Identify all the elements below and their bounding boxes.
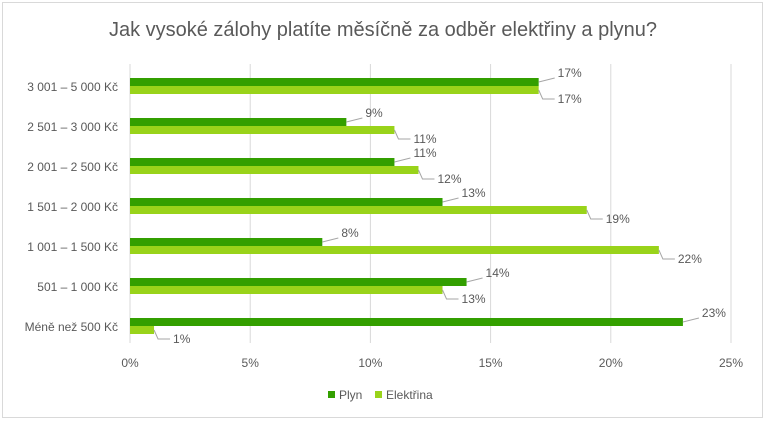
data-label: 13%: [462, 186, 486, 200]
data-label: 9%: [365, 106, 383, 120]
y-tick-label: 1 501 – 2 000 Kč: [27, 200, 118, 214]
data-label: 11%: [413, 132, 436, 146]
leader-line: [538, 77, 555, 83]
bar-plyn: [130, 198, 443, 206]
leader-line: [418, 169, 435, 180]
data-label: 17%: [558, 92, 582, 106]
legend-swatch: [375, 391, 382, 398]
leader-line: [682, 317, 700, 323]
y-tick-label: 2 001 – 2 500 Kč: [27, 160, 118, 174]
bar-elektrina: [130, 166, 419, 174]
bar-plyn: [130, 118, 347, 126]
bar-plyn: [130, 158, 395, 166]
x-tick-label: 10%: [358, 356, 382, 370]
y-tick-label: 3 001 – 5 000 Kč: [27, 80, 118, 94]
bar-elektrina: [130, 86, 539, 94]
chart-title: Jak vysoké zálohy platíte měsíčně za odb…: [109, 19, 657, 41]
y-tick-label: 1 001 – 1 500 Kč: [27, 240, 118, 254]
chart-frame: [2, 2, 763, 418]
data-label: 1%: [173, 332, 191, 346]
data-label: 11%: [413, 146, 436, 160]
bar-plyn: [130, 278, 467, 286]
leader-line: [346, 117, 363, 123]
leader-line: [322, 237, 339, 243]
y-tick-label: Méně než 500 Kč: [25, 320, 118, 334]
bar-elektrina: [130, 246, 659, 254]
x-tick-label: 0%: [121, 356, 139, 370]
bar-elektrina: [130, 206, 587, 214]
data-label: 8%: [341, 226, 359, 240]
leader-line: [466, 277, 483, 283]
legend-label: Plyn: [339, 388, 362, 402]
bar-elektrina: [130, 326, 155, 334]
data-label: 22%: [678, 252, 702, 266]
leader-line: [153, 329, 171, 340]
data-label: 17%: [558, 66, 582, 80]
data-label: 13%: [462, 292, 486, 306]
leader-line: [658, 249, 675, 260]
x-tick-label: 15%: [479, 356, 503, 370]
leader-line: [442, 289, 459, 300]
bar-plyn: [130, 78, 539, 86]
leader-line: [538, 89, 555, 100]
data-label: 19%: [606, 212, 630, 226]
data-label: 23%: [702, 306, 726, 320]
x-tick-label: 5%: [242, 356, 260, 370]
x-tick-label: 25%: [719, 356, 743, 370]
y-tick-label: 2 501 – 3 000 Kč: [27, 120, 118, 134]
leader-line: [586, 209, 603, 220]
bar-elektrina: [130, 126, 395, 134]
leader-line: [442, 197, 459, 203]
leader-line: [393, 129, 411, 140]
bar-plyn: [130, 318, 683, 326]
legend-swatch: [328, 391, 335, 398]
leader-line: [394, 157, 411, 163]
data-label: 12%: [437, 172, 461, 186]
x-tick-label: 20%: [599, 356, 623, 370]
bar-elektrina: [130, 286, 443, 294]
data-label: 14%: [486, 266, 510, 280]
y-tick-label: 501 – 1 000 Kč: [37, 280, 118, 294]
legend-label: Elektřina: [386, 388, 433, 402]
bar-plyn: [130, 238, 323, 246]
